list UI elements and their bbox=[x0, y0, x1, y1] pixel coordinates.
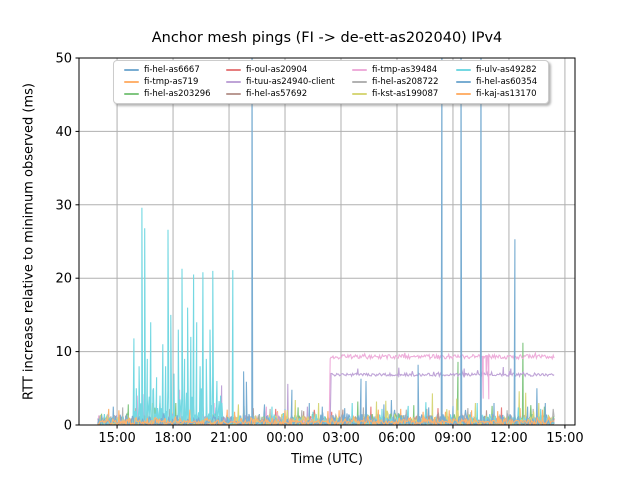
legend-label: fi-tmp-as39484 bbox=[372, 64, 438, 75]
legend-label: fi-tmp-as719 bbox=[144, 76, 199, 87]
legend-item-fi-hel-as57692: fi-hel-as57692 bbox=[226, 90, 352, 99]
x-tick-label: 21:00 bbox=[210, 431, 247, 446]
legend: fi-hel-as6667 fi-tmp-as719 fi-hel-as203296… bbox=[113, 60, 549, 104]
x-tick-label: 12:00 bbox=[490, 431, 527, 446]
legend-item-fi-ulv-as49282: fi-ulv-as49282 bbox=[456, 66, 542, 75]
x-axis-label: Time (UTC) bbox=[291, 452, 363, 467]
legend-swatch bbox=[226, 68, 241, 72]
legend-item-fi-tmp-as719: fi-tmp-as719 bbox=[124, 78, 226, 87]
legend-label: fi-kst-as199087 bbox=[372, 88, 439, 99]
legend-item-fi-hel-as60354: fi-hel-as60354 bbox=[456, 78, 542, 87]
y-tick-label: 10 bbox=[55, 345, 72, 360]
x-tick-label: 15:00 bbox=[98, 431, 135, 446]
legend-swatch bbox=[226, 92, 241, 96]
legend-item-fi-tuu-as24940-client: fi-tuu-as24940-client bbox=[226, 78, 352, 87]
x-tick-label: 00:00 bbox=[266, 431, 303, 446]
series-line-fi-kaj-as13170 bbox=[97, 409, 555, 425]
y-tick-label: 20 bbox=[55, 272, 72, 287]
legend-swatch bbox=[456, 92, 471, 96]
legend-swatch bbox=[226, 80, 241, 84]
legend-label: fi-kaj-as13170 bbox=[476, 88, 537, 99]
legend-swatch bbox=[124, 80, 139, 84]
legend-item-fi-kst-as199087: fi-kst-as199087 bbox=[352, 90, 456, 99]
gridlines bbox=[79, 57, 575, 426]
x-tick-label: 15:00 bbox=[546, 431, 583, 446]
series-line-fi-ulv-as49282 bbox=[97, 207, 555, 425]
legend-label: fi-hel-as203296 bbox=[144, 88, 211, 99]
legend-item-fi-oul-as20904: fi-oul-as20904 bbox=[226, 66, 352, 75]
legend-label: fi-ulv-as49282 bbox=[476, 64, 537, 75]
legend-item-fi-tmp-as39484: fi-tmp-as39484 bbox=[352, 66, 456, 75]
legend-item-fi-hel-as6667: fi-hel-as6667 bbox=[124, 66, 226, 75]
legend-swatch bbox=[124, 92, 139, 96]
legend-swatch bbox=[456, 80, 471, 84]
x-tick-label: 18:00 bbox=[154, 431, 191, 446]
legend-item-fi-hel-as208722: fi-hel-as208722 bbox=[352, 78, 456, 87]
legend-label: fi-oul-as20904 bbox=[246, 64, 308, 75]
legend-item-fi-kaj-as13170: fi-kaj-as13170 bbox=[456, 90, 542, 99]
plot-border bbox=[78, 57, 576, 426]
legend-swatch bbox=[352, 80, 367, 84]
legend-label: fi-hel-as57692 bbox=[246, 88, 308, 99]
legend-swatch bbox=[352, 68, 367, 72]
legend-swatch bbox=[352, 92, 367, 96]
series-line-fi-hel-as60354 bbox=[97, 58, 555, 425]
legend-label: fi-hel-as208722 bbox=[372, 76, 439, 87]
y-tick-label: 30 bbox=[55, 198, 72, 213]
ticks: 0 10 20 30 40 50 15:00 18:00 21:00 00:00 03:00 06:0… bbox=[55, 52, 583, 447]
legend-label: fi-tuu-as24940-client bbox=[246, 76, 335, 87]
legend-swatch bbox=[124, 68, 139, 72]
y-tick-label: 50 bbox=[55, 52, 72, 67]
x-tick-label: 06:00 bbox=[378, 431, 415, 446]
legend-swatch bbox=[456, 68, 471, 72]
x-tick-label: 09:00 bbox=[434, 431, 471, 446]
legend-label: fi-hel-as6667 bbox=[144, 64, 200, 75]
legend-item-fi-hel-as203296: fi-hel-as203296 bbox=[124, 90, 226, 99]
x-tick-label: 03:00 bbox=[322, 431, 359, 446]
y-tick-label: 0 bbox=[64, 419, 72, 434]
chart-title: Anchor mesh pings (FI -> de-ett-as202040… bbox=[151, 30, 503, 46]
legend-label: fi-hel-as60354 bbox=[476, 76, 538, 87]
y-tick-label: 40 bbox=[55, 125, 72, 140]
